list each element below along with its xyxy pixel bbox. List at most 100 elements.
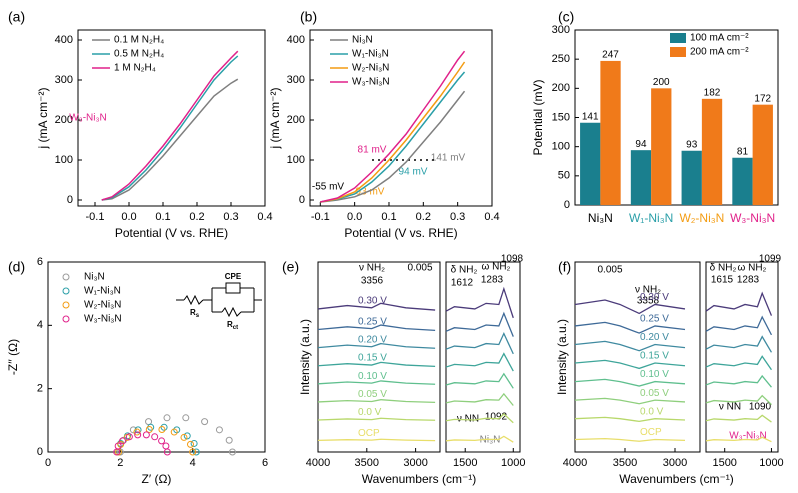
x-tick-label: 0.4 xyxy=(484,211,499,223)
annotation: ω NH₂ xyxy=(482,262,511,273)
axis-frame xyxy=(705,261,779,453)
legend-label: W₁-Ni₃N xyxy=(352,49,389,60)
x-tick-label: 0.1 xyxy=(155,211,170,223)
spectrum-line xyxy=(445,352,514,372)
data-point xyxy=(190,439,198,447)
bar xyxy=(701,98,723,205)
x-axis-label: Wavenumbers (cm⁻¹) xyxy=(362,472,477,486)
data-point xyxy=(215,426,223,434)
spectrum-line xyxy=(705,436,772,443)
value-label: 81 xyxy=(737,146,749,157)
x-tick-label: 3500 xyxy=(613,457,637,469)
panel-label: (b) xyxy=(300,9,317,25)
inset-label: Rs xyxy=(190,308,200,318)
legend-label: W₃-Ni₃N xyxy=(352,77,390,88)
data-point xyxy=(151,433,159,441)
annotation: 1612 xyxy=(451,278,474,289)
data-point xyxy=(162,442,170,450)
axis-frame xyxy=(77,29,266,207)
annotation: 1092 xyxy=(485,412,508,423)
spectrum-line xyxy=(445,286,514,319)
panel-label: (c) xyxy=(558,9,574,25)
data-point xyxy=(158,426,166,434)
data-point xyxy=(129,426,137,434)
annotation: ω NH₂ xyxy=(738,263,767,274)
spectrum-line xyxy=(574,299,686,315)
x-tick-label: 0.3 xyxy=(450,211,465,223)
data-point xyxy=(114,442,122,450)
annotation: ν NH₂ xyxy=(359,263,385,274)
y-tick-label: 6 xyxy=(37,256,43,268)
x-tick-label: 0.2 xyxy=(189,211,204,223)
series-label: 0.15 V xyxy=(358,353,387,364)
spectrum-line xyxy=(445,331,514,355)
spectrum-line xyxy=(317,361,436,368)
y-tick-label: 200 xyxy=(552,82,570,94)
data-point xyxy=(201,418,209,426)
value-label: 172 xyxy=(754,93,771,104)
x-tick-label: W₂-Ni₃N xyxy=(679,211,724,225)
inset-label: CPE xyxy=(225,272,242,281)
data-line xyxy=(320,50,466,203)
axis-frame xyxy=(317,261,441,453)
axis-frame xyxy=(574,261,701,453)
x-tick-label: Ni₃N xyxy=(588,211,613,225)
panel-label: (a) xyxy=(8,9,25,25)
y-tick-label: 300 xyxy=(287,74,305,86)
data-point xyxy=(160,423,168,431)
value-label: 247 xyxy=(602,50,619,61)
x-axis-label: Wavenumbers (cm⁻¹) xyxy=(619,472,734,486)
data-point xyxy=(133,428,141,436)
x-axis-label: Z′ (Ω) xyxy=(142,472,172,486)
panel-label: (e) xyxy=(282,259,299,275)
spectrum-line xyxy=(574,340,686,352)
legend-label: Ni₃N xyxy=(352,35,373,46)
x-tick-label: 3000 xyxy=(663,457,687,469)
spectrum-line xyxy=(574,437,686,442)
axis-frame xyxy=(445,261,521,453)
spectrum-line xyxy=(574,359,686,370)
data-point xyxy=(170,428,178,436)
annotation: 1098 xyxy=(501,254,524,265)
bar xyxy=(732,157,753,205)
x-tick-label: 2 xyxy=(117,457,123,469)
bar xyxy=(600,60,621,205)
series-label: 0.30 V xyxy=(358,295,387,306)
series-label: 0.05 V xyxy=(358,389,387,400)
series-label: 0.10 V xyxy=(640,369,669,380)
y-tick-label: 50 xyxy=(558,170,570,182)
legend-label: W₂-Ni₃N xyxy=(352,63,389,74)
data-point xyxy=(183,432,191,440)
bar xyxy=(580,122,601,205)
spectrum-line xyxy=(317,417,436,421)
annotation: 1099 xyxy=(759,254,782,265)
annotation: 81 mV xyxy=(358,145,387,156)
spectrum-line xyxy=(574,397,686,405)
y-axis-label: j (mA cm⁻²) xyxy=(268,88,282,150)
annotation: 93 mV xyxy=(356,187,385,198)
legend-label: Ni₃N xyxy=(84,272,105,283)
series-label: 0.30 V xyxy=(640,292,669,303)
legend-label: W₂-Ni₃N xyxy=(84,300,121,311)
spectrum-line xyxy=(574,321,686,334)
y-tick-label: 0 xyxy=(299,194,305,206)
series-label: 0.20 V xyxy=(640,332,669,343)
data-point xyxy=(158,437,166,445)
data-point xyxy=(180,433,188,441)
x-tick-label: 0 xyxy=(45,457,51,469)
annotation: 0.005 xyxy=(597,265,622,276)
axis-frame xyxy=(309,29,493,207)
annotation: 94 mV xyxy=(399,167,428,178)
series-label: OCP xyxy=(640,427,662,438)
spectrum-line xyxy=(317,324,436,332)
legend-swatch xyxy=(62,315,70,323)
data-point xyxy=(182,414,190,422)
bar xyxy=(752,104,773,205)
annotation: 0.005 xyxy=(407,263,432,274)
x-tick-label: 0.0 xyxy=(121,211,136,223)
y-tick-label: 100 xyxy=(552,141,570,153)
spectrum-line xyxy=(705,374,772,388)
y-tick-label: 0 xyxy=(37,446,43,458)
x-tick-label: 0.2 xyxy=(416,211,431,223)
data-point xyxy=(228,448,236,456)
